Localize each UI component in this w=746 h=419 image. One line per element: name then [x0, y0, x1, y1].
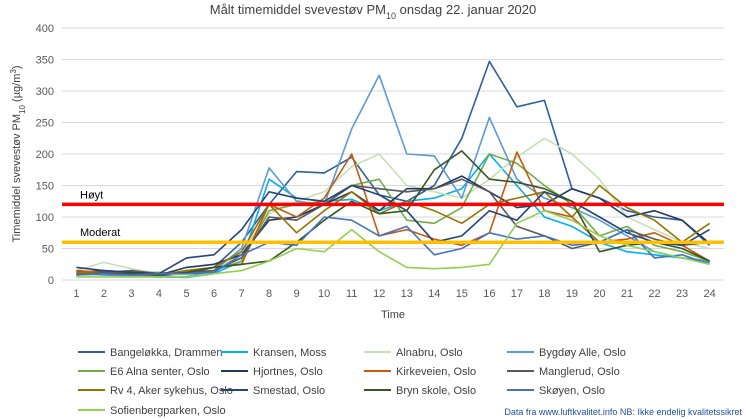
threshold-label: Moderat	[80, 227, 120, 239]
x-tick-label: 15	[456, 288, 468, 300]
legend: Bangeløkka, Drammen Kransen, Moss Alnabru,…	[78, 347, 626, 417]
x-tick-label: 1	[73, 288, 79, 300]
legend-label: Sofienbergparken, Oslo	[110, 405, 226, 417]
legend-label: Kirkeveien, Oslo	[396, 366, 476, 378]
chart-title-text: Målt timemiddel svevestøv PM10 onsdag 22…	[210, 2, 537, 21]
x-tick-label: 19	[566, 288, 578, 300]
series-line	[76, 175, 711, 276]
series-line	[76, 184, 711, 276]
source-note: Data fra www.luftkvalitet.info NB: Ikke …	[504, 407, 742, 417]
x-tick-label: 16	[483, 288, 495, 300]
y-tick-label: 200	[36, 149, 54, 161]
legend-label: Smestad, Oslo	[253, 385, 325, 397]
gridlines	[62, 27, 724, 281]
y-axis-ticks: 0 50 100 150 200 250 300 350 400	[36, 23, 54, 287]
series-line	[76, 209, 710, 278]
y-tick-label: 400	[36, 23, 54, 35]
x-tick-label: 9	[294, 288, 300, 300]
legend-label: Manglerud, Oslo	[539, 366, 620, 378]
y-axis-title: Timemiddel svevestøv PM10 (µg/m3)	[9, 66, 27, 243]
x-tick-label: 21	[621, 288, 633, 300]
series-line	[76, 150, 710, 276]
x-tick-label: 7	[239, 288, 245, 300]
y-tick-label: 0	[48, 275, 54, 287]
chart-title: Målt timemiddel svevestøv PM10 onsdag 22…	[210, 2, 537, 21]
y-tick-label: 350	[36, 55, 54, 67]
x-tick-label: 24	[703, 288, 715, 300]
x-tick-label: 5	[183, 288, 189, 300]
x-tick-label: 6	[211, 288, 217, 300]
series-line	[76, 216, 710, 276]
x-tick-label: 4	[156, 288, 162, 300]
x-tick-label: 20	[593, 288, 605, 300]
y-tick-label: 100	[36, 212, 54, 224]
series-lines	[76, 60, 711, 279]
x-tick-label: 8	[266, 288, 272, 300]
x-tick-label: 12	[373, 288, 385, 300]
x-tick-label: 11	[346, 288, 357, 300]
x-tick-label: 23	[676, 288, 688, 300]
y-tick-label: 50	[42, 244, 54, 256]
y-tick-label: 250	[36, 118, 54, 130]
x-tick-label: 14	[428, 288, 440, 300]
x-axis-ticks: 1 2 3 4 5 6 7 8 9 10 11 12 13 14 15 16 17 18 19 20 21 22 23 24	[73, 288, 715, 300]
x-tick-label: 22	[648, 288, 660, 300]
legend-label: Bryn skole, Oslo	[396, 385, 476, 397]
series-line	[76, 153, 710, 276]
legend-label: Bangeløkka, Drammen	[110, 347, 223, 359]
x-tick-label: 3	[128, 288, 134, 300]
legend-label: Alnabru, Oslo	[396, 347, 463, 359]
legend-label: Rv 4, Aker sykehus, Oslo	[110, 385, 233, 397]
legend-label: Hjortnes, Oslo	[253, 366, 323, 378]
legend-label: Kransen, Moss	[253, 347, 327, 359]
x-tick-label: 13	[401, 288, 413, 300]
x-axis-title: Time	[381, 309, 405, 321]
threshold-label: Høyt	[80, 189, 103, 201]
x-tick-label: 17	[511, 288, 523, 300]
legend-label: E6 Alna senter, Oslo	[110, 366, 210, 378]
series-line	[76, 137, 710, 276]
y-tick-label: 300	[36, 86, 54, 98]
x-tick-label: 2	[101, 288, 107, 300]
y-axis-title-text: Timemiddel svevestøv PM10 (µg/m3)	[9, 66, 27, 243]
legend-label: Bygdøy Alle, Oslo	[539, 347, 626, 359]
x-tick-label: 18	[538, 288, 550, 300]
threshold-lines: Høyt Moderat	[62, 189, 724, 244]
x-tick-label: 10	[318, 288, 330, 300]
legend-label: Skøyen, Oslo	[539, 385, 605, 397]
y-tick-label: 150	[36, 181, 54, 193]
